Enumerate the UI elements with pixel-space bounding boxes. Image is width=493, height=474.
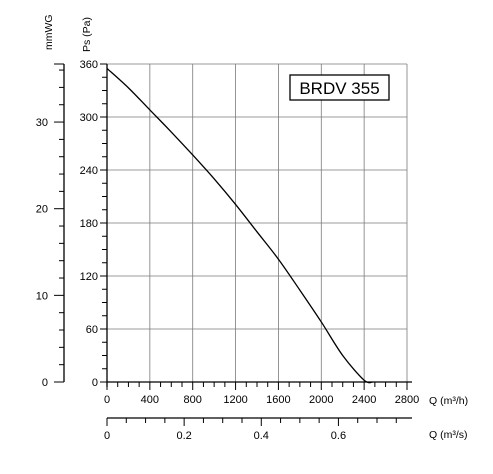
- legend-box: [289, 74, 390, 101]
- mmwg-tick-label: 20: [36, 204, 48, 216]
- mmwg-tick-label: 30: [36, 117, 48, 129]
- ps-tick-label: 300: [80, 112, 98, 124]
- mmwg-tick-label: 0: [42, 377, 48, 389]
- ps-tick-label: 240: [80, 165, 98, 177]
- q-m3s-tick-label: 0.4: [254, 430, 269, 442]
- series-line-brdv-355: [106, 67, 373, 384]
- q-m3h-tick-label: 800: [184, 394, 202, 406]
- q-m3h-tick-label: 400: [141, 394, 159, 406]
- legend: BRDV 355: [289, 74, 390, 101]
- q-m3h-axis-label: Q (m³/h): [429, 395, 468, 407]
- q-m3s-tick-label: 0.2: [176, 430, 191, 442]
- ps-axis-label: Ps (Pa): [81, 17, 93, 52]
- legend-label: BRDV 355: [299, 79, 379, 98]
- q-m3s-axis-label: Q (m³/s): [429, 429, 468, 441]
- q-m3h-tick-label: 1200: [223, 394, 247, 406]
- ps-tick-label: 60: [86, 324, 98, 336]
- q-m3h-tick-label: 1600: [266, 394, 290, 406]
- q-m3s-tick-label: 0: [104, 430, 110, 442]
- mmwg-tick-label: 10: [36, 290, 48, 302]
- ps-tick-label: 120: [80, 271, 98, 283]
- q-m3h-tick-label: 2800: [395, 394, 419, 406]
- ps-tick-label: 0: [92, 377, 98, 389]
- axes: [63, 64, 412, 419]
- grid: [106, 63, 408, 383]
- mmwg-axis-label: mmWG: [43, 14, 55, 50]
- q-m3h-tick-label: 2400: [352, 394, 376, 406]
- q-m3s-tick-label: 0.6: [331, 430, 346, 442]
- ps-tick-label: 360: [80, 59, 98, 71]
- ticks: [54, 63, 408, 426]
- q-m3h-tick-label: 0: [104, 394, 110, 406]
- q-m3h-tick-label: 2000: [309, 394, 333, 406]
- ps-tick-label: 180: [80, 218, 98, 230]
